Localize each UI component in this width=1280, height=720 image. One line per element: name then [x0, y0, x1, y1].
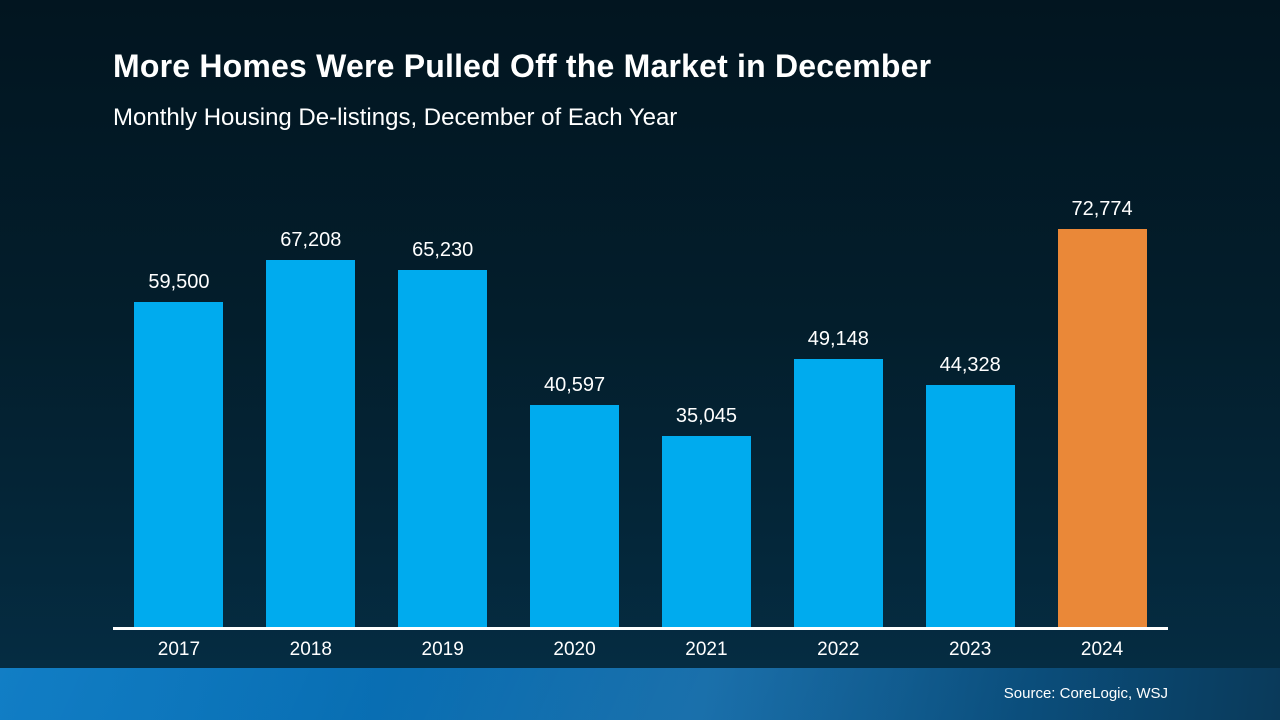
x-axis-line — [113, 627, 1168, 630]
bar-value-label-2019: 65,230 — [412, 239, 474, 261]
bar-column-2024: 72,774 — [1036, 198, 1168, 628]
x-axis-label-2022: 2022 — [817, 639, 860, 660]
x-axis-label-2019: 2019 — [421, 639, 464, 660]
bar-value-label-2020: 40,597 — [543, 374, 606, 396]
bar-column-2021: 35,045 — [641, 405, 773, 628]
bar-column-2022: 49,148 — [772, 328, 904, 628]
chart-title: More Homes Were Pulled Off the Market in… — [113, 48, 932, 84]
bar-column-2020: 40,597 — [509, 374, 641, 628]
bar-column-2023: 44,328 — [904, 354, 1036, 628]
x-axis-label-2018: 2018 — [289, 639, 332, 660]
bar-value-label-2018: 67,208 — [280, 229, 342, 251]
x-axis-label-2021: 2021 — [685, 639, 728, 660]
bar-2019 — [398, 270, 488, 628]
x-axis-label-2023: 2023 — [949, 639, 992, 660]
bar-2023 — [925, 385, 1015, 628]
bar-2024 — [1057, 229, 1147, 628]
bar-2022 — [793, 359, 883, 628]
bar-value-label-2024: 72,774 — [1071, 198, 1133, 220]
bar-2017 — [134, 302, 224, 628]
x-axis-labels: 2017 2018 2019 2020 2021 2022 2023 2024 — [113, 639, 1168, 661]
bar-value-label-2021: 35,045 — [675, 405, 738, 427]
bar-value-label-2022: 49,148 — [807, 328, 869, 350]
bar-2020 — [530, 405, 620, 628]
chart-subtitle: Monthly Housing De-listings, December of… — [113, 104, 678, 131]
bar-column-2018: 67,208 — [245, 229, 377, 628]
footer-band: Source: CoreLogic, WSJ — [0, 668, 1280, 720]
bar-2018 — [266, 260, 356, 628]
bar-chart-plot-area: 59,500 67,208 65,230 40,597 35,045 49,148 44,3… — [113, 160, 1168, 628]
bar-value-label-2017: 59,500 — [148, 271, 210, 293]
x-axis-label-2020: 2020 — [553, 639, 596, 660]
x-axis-label-2017: 2017 — [157, 639, 201, 660]
source-attribution: Source: CoreLogic, WSJ — [1003, 685, 1168, 702]
x-axis-label-2024: 2024 — [1080, 639, 1124, 660]
bar-column-2017: 59,500 — [113, 271, 245, 628]
bar-2021 — [661, 436, 751, 628]
bar-value-label-2023: 44,328 — [939, 354, 1001, 376]
bar-column-2019: 65,230 — [377, 239, 509, 628]
